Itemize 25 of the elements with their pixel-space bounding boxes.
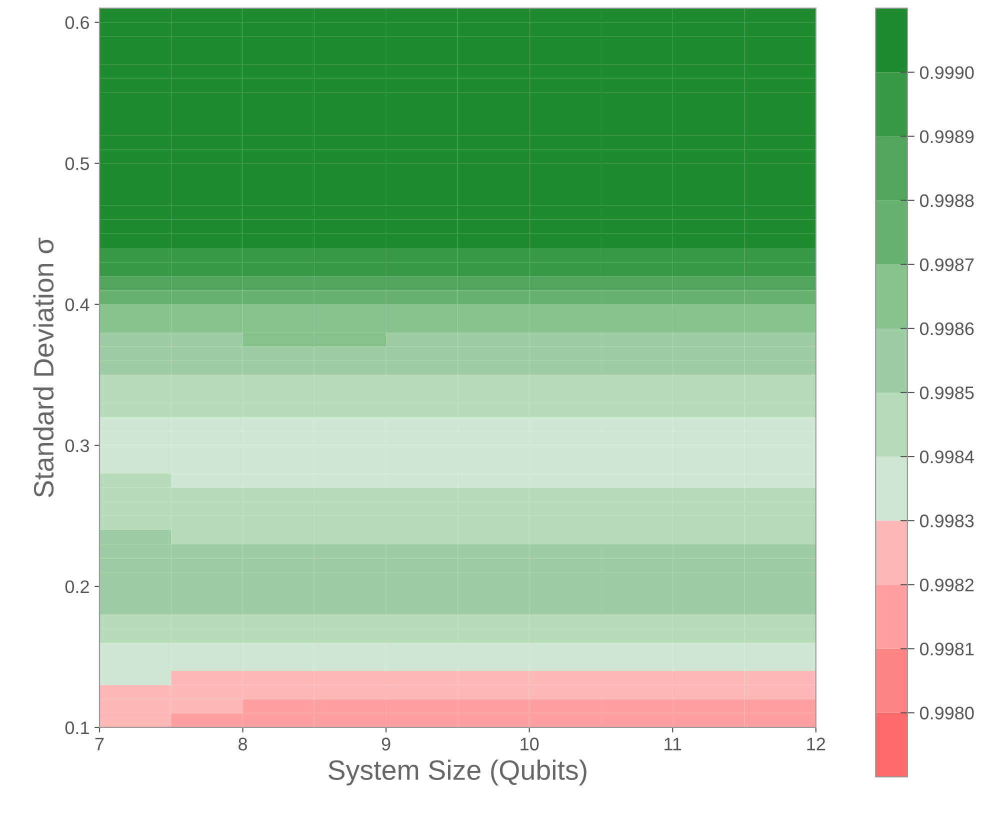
x-tick-label: 7 [95,738,104,750]
y-tick-label: 0.6 [65,16,89,30]
x-tick-label: 12 [807,738,826,750]
color-bar-label: 0.9985 [920,386,974,400]
x-tick-label: 8 [238,738,248,750]
y-tick-label: 0.4 [65,298,90,312]
color-bar-label: 0.9980 [920,706,974,720]
y-tick-label: 0.1 [65,721,89,734]
color-bar-label: 0.9987 [920,258,974,272]
color-bar-label: 0.9989 [920,130,974,144]
color-bar-label: 0.9983 [920,514,974,528]
x-tick-label: 9 [382,738,390,750]
y-tick-label: 0.5 [65,157,90,170]
color-bar-label: 0.9990 [920,66,974,79]
color-bar-label: 0.9981 [920,642,974,656]
x-axis-title: System Size (Qubits) [328,760,586,786]
color-bar-label: 0.9988 [920,194,974,208]
color-bar-label: 0.9986 [920,322,974,336]
x-tick-label: 10 [520,738,539,750]
y-tick-label: 0.3 [65,439,89,452]
y-tick-label: 0.2 [65,580,89,594]
color-bar-label: 0.9984 [920,450,974,464]
color-bar-label: 0.9982 [920,578,974,592]
y-axis-title: Standard Deviation σ [33,238,54,498]
x-tick-label: 11 [664,738,682,750]
